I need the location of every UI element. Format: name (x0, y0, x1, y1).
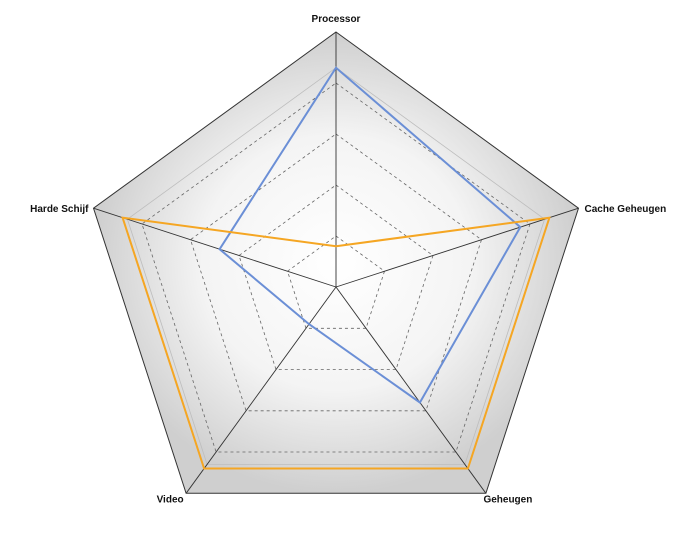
axis-label-geheugen: Geheugen (483, 494, 532, 505)
axis-line-2 (335, 207, 579, 288)
axis-line-3 (335, 286, 487, 494)
grid-ring-4 (141, 82, 531, 453)
axis-labels: Processor Cache Geheugen Geheugen Video … (30, 14, 666, 505)
series-2-line (121, 216, 551, 470)
axis-lines (93, 32, 579, 494)
plot-area-edge (126, 67, 546, 465)
grid-rings (141, 82, 531, 453)
axis-line-4 (185, 286, 337, 494)
axis-label-processor: Processor (312, 14, 361, 25)
series-lines (121, 66, 551, 470)
axis-label-harde-schijf: Harde Schijf (30, 204, 89, 215)
grid-ring-1 (287, 235, 385, 329)
axis-line-5 (93, 207, 337, 288)
series-1-line (218, 66, 522, 404)
grid-ring-2 (238, 184, 434, 370)
axis-label-cache-geheugen: Cache Geheugen (585, 204, 667, 215)
axis-label-video: Video (157, 494, 184, 505)
